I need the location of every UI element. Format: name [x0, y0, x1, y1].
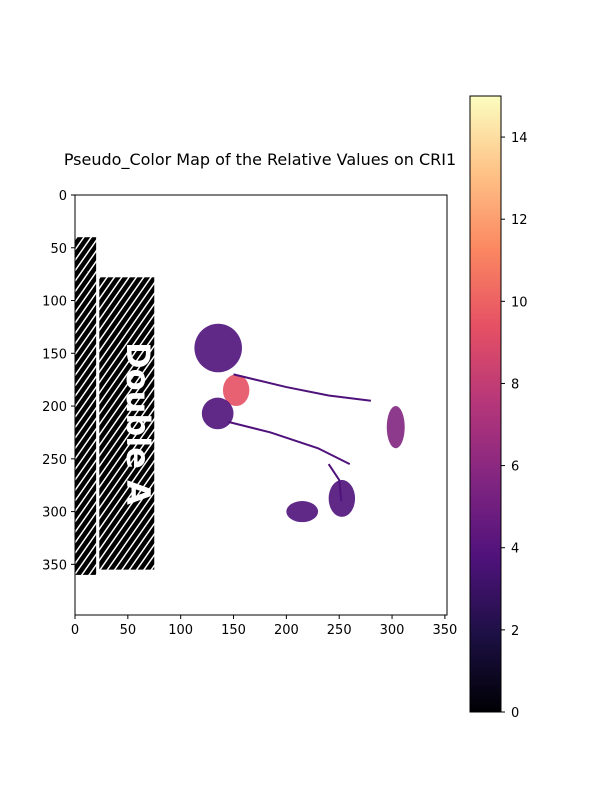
- x-tick-label: 0: [71, 623, 79, 638]
- x-tick-label: 350: [432, 623, 457, 638]
- colorbar-tick-label: 12: [511, 213, 528, 228]
- panel-text: Double A: [119, 342, 157, 505]
- colorbar-tick-label: 10: [511, 295, 528, 310]
- left-strip: [75, 237, 97, 575]
- colorbar-tick-label: 8: [511, 377, 519, 392]
- x-tick-label: 250: [327, 623, 352, 638]
- chart-title: Pseudo_Color Map of the Relative Values …: [64, 150, 456, 170]
- colorbar-frame: [469, 95, 502, 713]
- leaf-top: [194, 323, 242, 373]
- colorbar: [470, 96, 501, 712]
- colorbar-tick-label: 14: [511, 131, 528, 146]
- y-tick-label: 300: [42, 506, 67, 521]
- plant-stem: [233, 373, 372, 402]
- y-axis: 0 50 100 150 200 250 300 350: [42, 189, 75, 573]
- double-a-panel: [99, 277, 155, 570]
- image-content: Double A: [75, 237, 405, 575]
- y-tick-label: 250: [42, 453, 67, 468]
- colorbar-tick-label: 4: [511, 542, 519, 557]
- plot-frame: [74, 194, 448, 616]
- x-tick-label: 100: [168, 623, 193, 638]
- x-tick-label: 50: [120, 623, 137, 638]
- leaf-cluster-left: [201, 397, 234, 430]
- leaf-center: [222, 374, 250, 407]
- colorbar-tick-label: 0: [511, 706, 519, 721]
- leaf-bottom: [286, 501, 319, 523]
- leaf-far-right: [386, 406, 405, 449]
- y-tick-label: 350: [42, 558, 67, 573]
- y-tick-label: 100: [42, 295, 67, 310]
- colorbar-axis: 0 2 4 6 8 10 12 14: [501, 131, 528, 721]
- y-tick-label: 200: [42, 400, 67, 415]
- colorbar-tick-label: 2: [511, 624, 519, 639]
- y-tick-label: 50: [50, 242, 67, 257]
- plant-stem: [327, 463, 343, 502]
- plant-stem: [227, 420, 351, 465]
- y-tick-label: 0: [59, 189, 67, 204]
- colorbar-tick-label: 6: [511, 460, 519, 475]
- x-tick-label: 200: [274, 623, 299, 638]
- x-tick-label: 300: [380, 623, 405, 638]
- y-tick-label: 150: [42, 347, 67, 362]
- x-axis: 0 50 100 150 200 250 300 350: [71, 615, 457, 638]
- x-tick-label: 150: [221, 623, 246, 638]
